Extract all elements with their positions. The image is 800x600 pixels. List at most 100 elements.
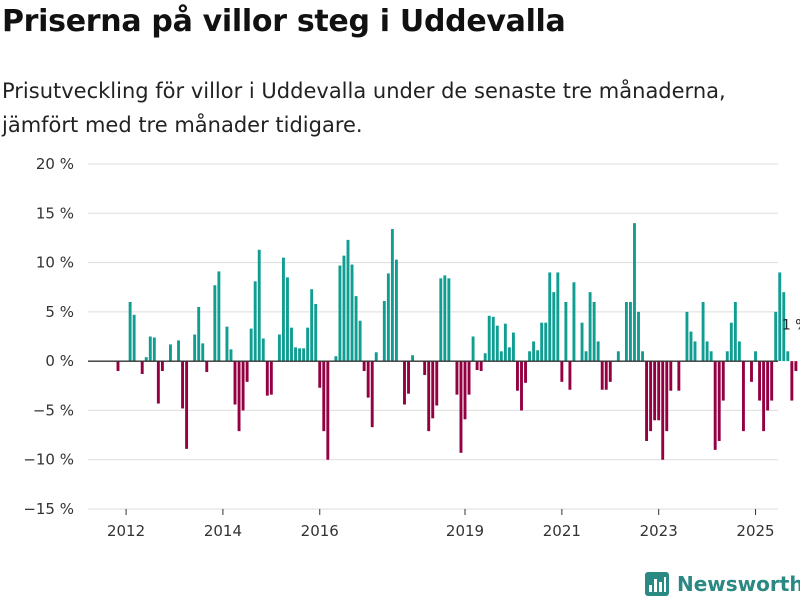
bar-chart: 20 % 15 % 10 % 5 % 0 % −5 % −10 % −15 % 2012 2014…	[23, 155, 800, 540]
data-bar	[354, 296, 358, 362]
data-bar	[116, 361, 120, 371]
newsworthy-logo: Newsworthy	[645, 570, 800, 598]
data-bar	[766, 361, 770, 411]
data-bar	[403, 361, 406, 405]
data-bar	[144, 357, 148, 362]
data-bar	[624, 302, 628, 362]
data-bar	[423, 361, 427, 375]
data-bar	[241, 361, 245, 411]
data-bar	[645, 361, 649, 441]
data-bar	[261, 338, 265, 362]
data-bar	[205, 361, 209, 372]
data-bar	[729, 322, 733, 362]
data-bar	[572, 282, 576, 362]
data-bar	[786, 351, 790, 362]
data-bar	[160, 361, 164, 371]
data-bar	[677, 361, 681, 391]
data-bar	[463, 361, 467, 420]
data-bar	[649, 361, 653, 432]
data-bar	[217, 271, 221, 362]
data-bar	[665, 361, 669, 432]
data-bar	[762, 361, 766, 432]
data-bar	[443, 275, 447, 362]
data-bar	[774, 311, 778, 362]
data-bar	[653, 361, 657, 421]
data-bar	[552, 292, 556, 362]
data-bar	[386, 273, 390, 362]
data-bar	[471, 336, 475, 362]
data-bar	[528, 351, 532, 362]
data-bar	[503, 323, 507, 362]
data-bar	[725, 351, 729, 362]
data-bar	[641, 351, 644, 362]
data-bar	[181, 361, 185, 409]
data-bar	[568, 361, 572, 390]
data-bar	[447, 278, 451, 362]
data-bar	[750, 361, 753, 382]
data-bar	[322, 361, 326, 432]
data-bar	[233, 361, 237, 405]
page-subtitle: Prisutveckling för villor i Uddevalla un…	[2, 79, 726, 137]
data-bar	[511, 332, 515, 362]
data-bar	[483, 353, 487, 362]
y-tick-label: −10 %	[23, 451, 74, 469]
data-bar	[394, 259, 398, 362]
data-bar	[314, 303, 318, 362]
data-bar	[302, 348, 306, 362]
data-bar	[661, 361, 665, 460]
newsworthy-logo-icon	[645, 572, 669, 596]
data-bar	[225, 326, 229, 362]
data-bar	[467, 361, 471, 395]
data-bar	[342, 255, 346, 362]
data-bar	[479, 361, 483, 371]
data-bar	[556, 272, 560, 362]
data-bar	[487, 315, 491, 362]
data-bar	[455, 361, 459, 395]
data-bar	[596, 341, 600, 362]
y-tick-label: 15 %	[36, 204, 74, 222]
data-bar	[334, 356, 338, 362]
data-bar	[265, 361, 269, 396]
data-bar	[439, 278, 443, 362]
data-bar	[693, 341, 697, 362]
data-bar	[411, 355, 415, 362]
data-bar	[310, 289, 314, 362]
data-bar	[286, 277, 289, 362]
data-bar	[370, 361, 374, 428]
data-bar	[633, 223, 636, 362]
data-bar	[689, 331, 693, 362]
data-bar	[326, 361, 330, 460]
data-bar	[608, 361, 612, 382]
newsworthy-logo-text: Newsworthy	[677, 572, 800, 596]
data-bar	[588, 292, 592, 362]
y-tick-label: 10 %	[36, 254, 74, 272]
data-bar	[491, 316, 495, 362]
data-bar	[600, 361, 604, 390]
data-bar	[290, 327, 293, 362]
data-bar	[298, 348, 302, 362]
data-bar	[249, 328, 253, 362]
data-bar	[148, 336, 152, 362]
x-tick-label: 2019	[446, 522, 484, 540]
data-bar	[701, 302, 705, 362]
data-bar	[197, 306, 201, 362]
data-bar	[794, 361, 798, 371]
data-bar	[637, 311, 640, 362]
data-bar	[152, 337, 156, 362]
data-bar	[390, 229, 394, 362]
last-value-annotation: 1 %	[782, 318, 800, 334]
data-bar	[475, 361, 479, 371]
data-bar	[156, 361, 160, 404]
data-bar	[737, 341, 741, 362]
page-title: Priserna på villor steg i Uddevalla	[2, 4, 566, 39]
data-bar	[604, 361, 608, 390]
data-bar	[495, 325, 499, 362]
data-bar	[213, 285, 217, 362]
y-tick-label: −15 %	[23, 500, 74, 518]
y-tick-label: 0 %	[45, 352, 74, 370]
data-bar	[350, 264, 354, 362]
data-bar	[358, 320, 362, 362]
data-bar	[592, 302, 596, 362]
data-bar	[382, 301, 386, 362]
y-tick-label: 5 %	[45, 303, 74, 321]
